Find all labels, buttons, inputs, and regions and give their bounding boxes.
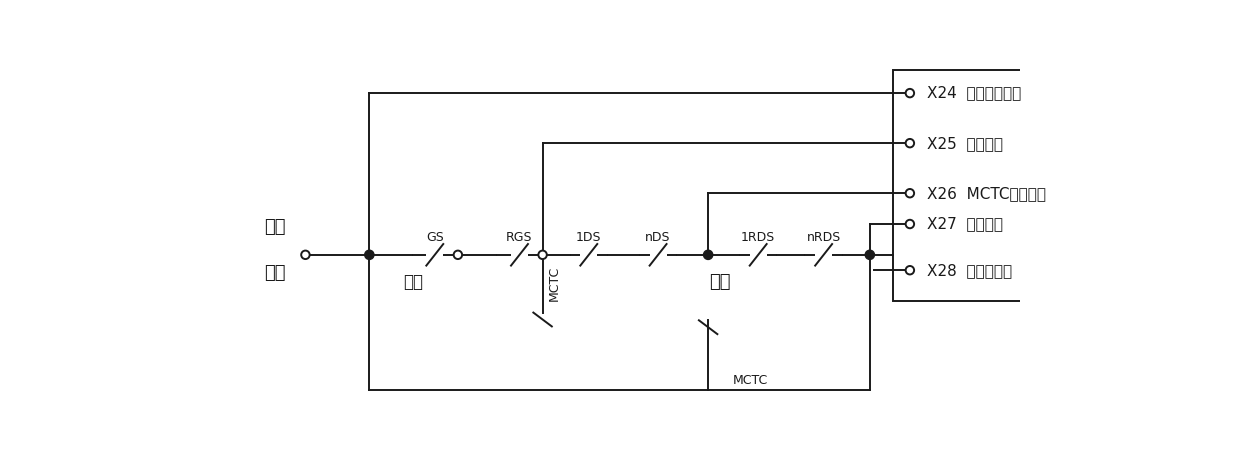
Text: 1DS: 1DS	[576, 231, 602, 244]
Text: 轿门: 轿门	[404, 273, 424, 291]
Circle shape	[906, 266, 914, 274]
Circle shape	[453, 250, 462, 259]
Text: MCTC: MCTC	[548, 266, 560, 301]
Text: 回路: 回路	[264, 264, 285, 282]
Text: MCTC: MCTC	[732, 374, 768, 387]
Text: GS: GS	[426, 231, 444, 244]
Text: 层门: 层门	[709, 273, 731, 291]
Text: nRDS: nRDS	[807, 231, 841, 244]
Circle shape	[906, 189, 914, 197]
Circle shape	[906, 139, 914, 147]
Text: X25  轿门检测: X25 轿门检测	[927, 136, 1002, 151]
Bar	[893, 70, 1204, 301]
Text: X26  MCTC故障检测: X26 MCTC故障检测	[927, 186, 1046, 201]
Circle shape	[704, 250, 712, 259]
Text: RGS: RGS	[507, 231, 533, 244]
Circle shape	[539, 250, 546, 259]
Circle shape	[906, 89, 914, 97]
Text: 安全: 安全	[264, 218, 285, 235]
Text: nDS: nDS	[646, 231, 670, 244]
Text: X24  安全回路检测: X24 安全回路检测	[927, 86, 1021, 101]
Text: X28  门回路检测: X28 门回路检测	[927, 263, 1012, 278]
Circle shape	[301, 250, 310, 259]
Text: X27  层门检测: X27 层门检测	[927, 217, 1002, 232]
Circle shape	[364, 250, 374, 259]
Text: 1RDS: 1RDS	[741, 231, 776, 244]
Circle shape	[906, 220, 914, 228]
Circle shape	[865, 250, 875, 259]
